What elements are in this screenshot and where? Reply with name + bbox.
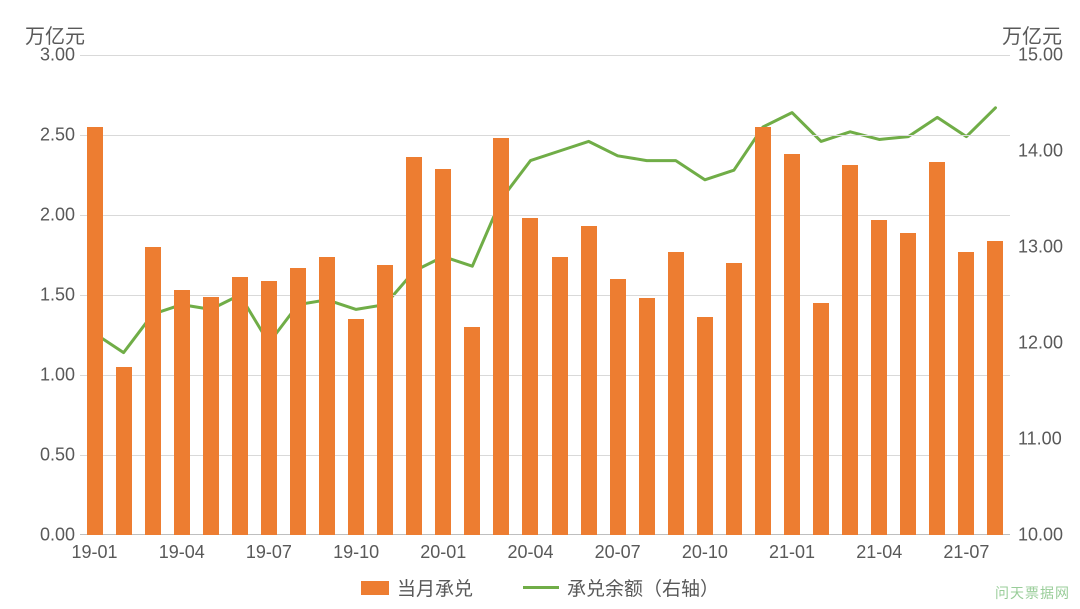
x-tick: 21-04 bbox=[856, 542, 902, 563]
legend-label-line: 承兑余额（右轴） bbox=[567, 574, 719, 601]
x-tick: 20-10 bbox=[682, 542, 728, 563]
bar bbox=[232, 277, 248, 535]
bar bbox=[406, 157, 422, 535]
legend-swatch-line bbox=[523, 586, 559, 589]
bar bbox=[900, 233, 916, 535]
grid-line bbox=[80, 135, 1010, 136]
y-tick-left: 0.00 bbox=[20, 525, 75, 546]
bar bbox=[290, 268, 306, 535]
legend: 当月承兑 承兑余额（右轴） bbox=[0, 574, 1080, 601]
x-tick: 19-01 bbox=[72, 542, 118, 563]
x-tick: 20-01 bbox=[420, 542, 466, 563]
bar bbox=[319, 257, 335, 535]
y-tick-right: 10.00 bbox=[1018, 525, 1078, 546]
x-tick: 21-01 bbox=[769, 542, 815, 563]
y-tick-left: 3.00 bbox=[20, 45, 75, 66]
y-tick-left: 1.50 bbox=[20, 285, 75, 306]
bar bbox=[958, 252, 974, 535]
plot-area: 0.000.501.001.502.002.503.0010.0011.0012… bbox=[80, 55, 1010, 535]
bar bbox=[116, 367, 132, 535]
x-tick: 21-07 bbox=[943, 542, 989, 563]
legend-swatch-bar bbox=[361, 581, 389, 595]
grid-line bbox=[80, 55, 1010, 56]
legend-label-bar: 当月承兑 bbox=[397, 574, 473, 601]
bar bbox=[929, 162, 945, 535]
bar bbox=[377, 265, 393, 535]
line-series bbox=[95, 108, 996, 353]
x-tick: 19-10 bbox=[333, 542, 379, 563]
bar bbox=[348, 319, 364, 535]
y-tick-right: 13.00 bbox=[1018, 237, 1078, 258]
bar bbox=[755, 127, 771, 535]
bar bbox=[581, 226, 597, 535]
y-tick-right: 12.00 bbox=[1018, 333, 1078, 354]
bar bbox=[610, 279, 626, 535]
bar bbox=[464, 327, 480, 535]
bar bbox=[668, 252, 684, 535]
watermark: 问天票据网 bbox=[995, 583, 1070, 603]
x-tick: 19-07 bbox=[246, 542, 292, 563]
legend-item-line: 承兑余额（右轴） bbox=[523, 574, 719, 601]
y-tick-left: 2.50 bbox=[20, 125, 75, 146]
bar bbox=[842, 165, 858, 535]
x-tick: 20-04 bbox=[507, 542, 553, 563]
bar bbox=[493, 138, 509, 535]
y-tick-right: 14.00 bbox=[1018, 141, 1078, 162]
chart-container: 万亿元 万亿元 0.000.501.001.502.002.503.0010.0… bbox=[0, 0, 1080, 609]
bar bbox=[697, 317, 713, 535]
y-tick-right: 11.00 bbox=[1018, 429, 1078, 450]
bar bbox=[174, 290, 190, 535]
bar bbox=[987, 241, 1003, 535]
y-tick-right: 15.00 bbox=[1018, 45, 1078, 66]
y-tick-left: 2.00 bbox=[20, 205, 75, 226]
legend-item-bar: 当月承兑 bbox=[361, 574, 473, 601]
x-tick: 19-04 bbox=[159, 542, 205, 563]
bar bbox=[639, 298, 655, 535]
bar bbox=[203, 297, 219, 535]
bar bbox=[813, 303, 829, 535]
bar bbox=[261, 281, 277, 535]
bar bbox=[87, 127, 103, 535]
bar bbox=[871, 220, 887, 535]
x-tick: 20-07 bbox=[595, 542, 641, 563]
bar bbox=[552, 257, 568, 535]
bar bbox=[435, 169, 451, 535]
grid-line bbox=[80, 215, 1010, 216]
bar bbox=[784, 154, 800, 535]
bar bbox=[726, 263, 742, 535]
y-tick-left: 1.00 bbox=[20, 365, 75, 386]
bar bbox=[522, 218, 538, 535]
bar bbox=[145, 247, 161, 535]
y-tick-left: 0.50 bbox=[20, 445, 75, 466]
